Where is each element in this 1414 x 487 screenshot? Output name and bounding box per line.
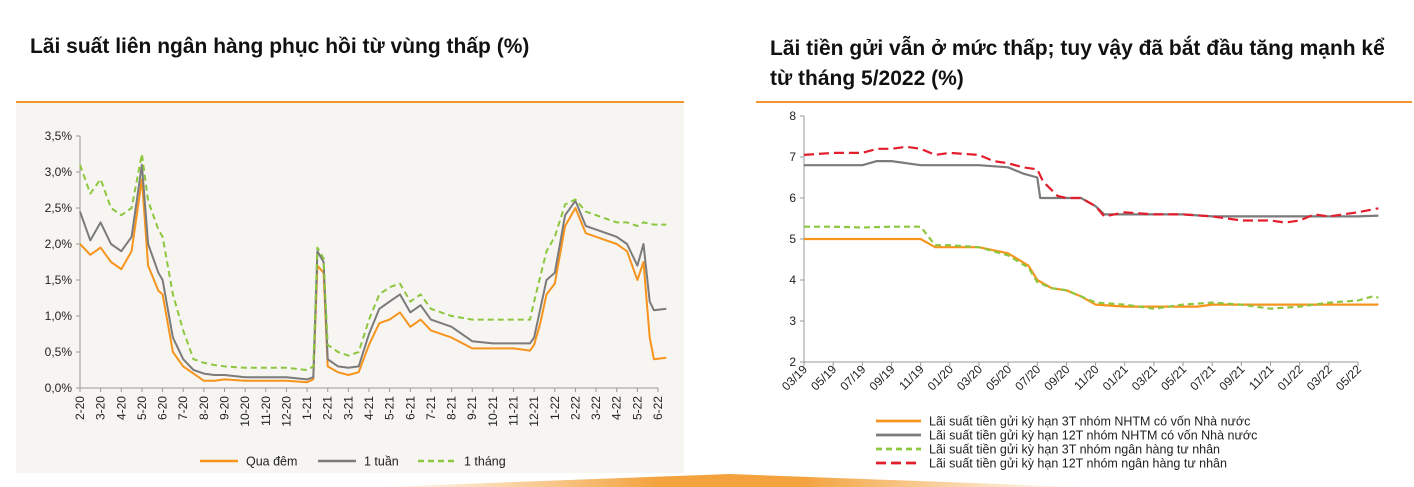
y-tick-label: 1,5%: [45, 273, 73, 287]
x-tick-label: 10-20: [238, 396, 252, 427]
x-tick-label: 09/19: [866, 362, 897, 393]
y-tick-label: 3: [789, 314, 796, 328]
x-tick-label: 03/22: [1304, 362, 1335, 393]
x-tick-label: 01/22: [1275, 362, 1306, 393]
x-tick-label: 03/20: [954, 362, 985, 393]
interbank-chart-title: Lãi suất liên ngân hàng phục hồi từ vùng…: [30, 35, 530, 58]
x-tick-label: 12-20: [279, 396, 293, 427]
x-tick-label: 5-20: [135, 396, 149, 420]
deposit-chart-panel: Lãi tiền gửi vẫn ở mức thấp; tuy vậy đã …: [740, 0, 1414, 487]
x-tick-label: 9-21: [465, 396, 479, 420]
x-tick-label: 11-20: [259, 396, 273, 426]
series-line-2: [79, 163, 667, 381]
legend-label: Lãi suất tiền gửi kỳ hạn 12T nhóm ngân h…: [929, 457, 1227, 471]
x-tick-label: 07/20: [1012, 362, 1043, 393]
x-tick-label: 09/21: [1216, 362, 1247, 393]
y-tick-label: 1,0%: [45, 309, 73, 323]
x-tick-label: 11-21: [507, 396, 521, 426]
x-tick-label: 03/19: [779, 362, 810, 393]
x-tick-label: 11/20: [1071, 362, 1102, 393]
y-tick-label: 2,0%: [45, 237, 73, 251]
x-tick-label: 7-20: [176, 396, 190, 420]
x-tick-label: 8-20: [197, 396, 211, 420]
legend-label: Lãi suất tiền gửi kỳ hạn 12T nhóm NHTM c…: [929, 429, 1257, 443]
y-tick-label: 7: [789, 150, 796, 164]
x-tick-label: 5-22: [630, 396, 644, 420]
legend-label: Lãi suất tiền gửi kỳ hạn 3T nhóm NHTM có…: [929, 415, 1250, 429]
x-tick-label: 2-22: [568, 396, 582, 420]
y-tick-label: 3,0%: [45, 165, 73, 179]
x-tick-label: 5-21: [383, 396, 397, 420]
x-tick-label: 07/19: [837, 362, 868, 393]
x-tick-label: 01/21: [1100, 362, 1131, 393]
legend-label: 1 tháng: [464, 455, 506, 469]
x-tick-label: 05/20: [983, 362, 1014, 393]
y-tick-label: 4: [789, 273, 796, 287]
series-line-1: [804, 237, 1379, 308]
series-line-4: [803, 145, 1379, 224]
interbank-chart-svg: 0,0% 0,5% 1,0% 1,5% 2,0% 2,5% 3,0% 3,5% 2-20 3-20…: [45, 129, 667, 469]
y-tick-label: 2,5%: [45, 201, 73, 215]
x-tick-label: 01/20: [925, 362, 956, 393]
series-line-1: [79, 178, 667, 384]
title-divider: [756, 101, 1412, 103]
legend-label: Qua đêm: [246, 455, 297, 469]
legend-label: 1 tuần: [364, 455, 399, 469]
x-tick-label: 11/19: [896, 362, 927, 393]
title-divider: [16, 101, 684, 103]
interbank-chart-panel: Lãi suất liên ngân hàng phục hồi từ vùng…: [0, 0, 700, 487]
x-tick-label: 3-21: [341, 396, 355, 420]
y-tick-label: 6: [789, 191, 796, 205]
x-tick-label: 1-22: [548, 396, 562, 420]
x-tick-label: 05/19: [808, 362, 839, 393]
x-tick-label: 4-20: [114, 396, 128, 420]
legend-label: Lãi suất tiền gửi kỳ hạn 3T nhóm ngân hà…: [929, 443, 1220, 457]
deposit-chart-title: Lãi tiền gửi vẫn ở mức thấp; tuy vậy đã …: [770, 37, 1385, 90]
y-tick-label: 2: [789, 355, 796, 369]
x-tick-label: 12-21: [527, 396, 541, 427]
series-line-2: [804, 160, 1379, 218]
chart-background: [16, 103, 684, 473]
y-tick-label: 5: [789, 232, 796, 246]
x-tick-label: 11/21: [1246, 362, 1277, 393]
x-tick-label: 05/21: [1158, 362, 1189, 393]
x-tick-label: 09/20: [1041, 362, 1072, 393]
x-tick-label: 03/21: [1129, 362, 1160, 393]
x-tick-label: 6-21: [403, 396, 417, 420]
x-tick-label: 2-20: [73, 396, 87, 420]
x-tick-label: 05/22: [1333, 362, 1364, 393]
x-tick-label: 3-22: [589, 396, 603, 420]
x-tick-label: 6-22: [651, 396, 665, 420]
deposit-chart-svg: 234567803/1905/1907/1909/1911/1901/2003/…: [779, 109, 1379, 471]
x-tick-label: 07/21: [1187, 362, 1218, 393]
series-line-3: [804, 225, 1379, 310]
y-tick-label: 0,5%: [45, 345, 73, 359]
x-tick-label: 4-21: [362, 396, 376, 420]
x-tick-label: 2-21: [321, 396, 335, 420]
x-tick-label: 6-20: [156, 396, 170, 420]
y-tick-label: 0,0%: [45, 381, 73, 395]
x-tick-label: 10-21: [486, 396, 500, 427]
series-line-3: [79, 153, 667, 371]
x-tick-label: 8-21: [445, 396, 459, 420]
x-tick-label: 4-22: [610, 396, 624, 420]
x-tick-label: 3-20: [94, 396, 108, 420]
y-tick-label: 3,5%: [45, 129, 73, 143]
x-tick-label: 7-21: [424, 396, 438, 420]
x-tick-label: 9-20: [218, 396, 232, 420]
x-tick-label: 1-21: [300, 396, 314, 420]
y-tick-label: 8: [789, 109, 796, 123]
